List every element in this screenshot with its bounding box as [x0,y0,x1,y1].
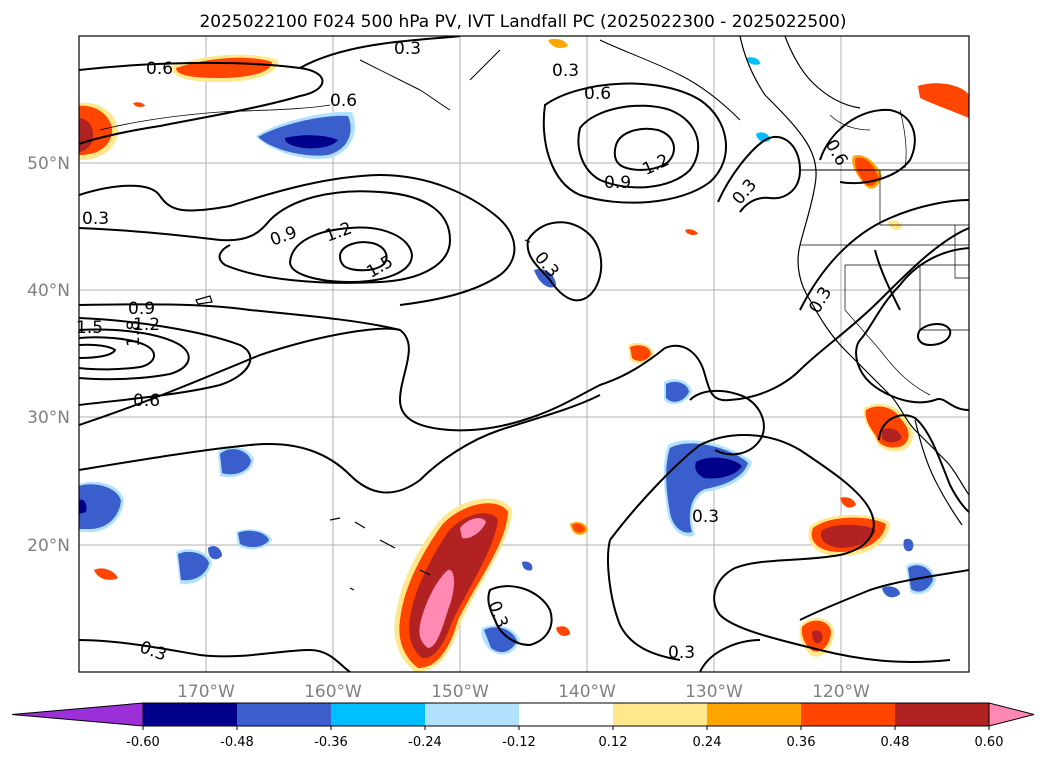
colorbar-bin [613,703,707,726]
colorbar-bin [425,703,519,726]
lon-tick-label: 150°W [431,682,489,702]
positive-anomalies [79,38,969,672]
coastlines [99,36,969,591]
colorbar-extend-high [988,702,1035,727]
latitude-labels: 50°N 40°N 30°N 20°N [27,154,70,556]
lon-tick-label: 140°W [558,682,616,702]
lat-tick-label: 20°N [27,536,70,556]
lat-tick-label: 50°N [27,154,70,174]
colorbar-bin [331,703,425,726]
colorbar-bin [519,703,613,726]
contour-label: 0.9 [604,173,631,193]
colorbar-bin [707,703,801,726]
colorbar-tick-label: -0.36 [314,735,348,750]
contour-label: 0.3 [552,61,579,81]
colorbar-tick-label: 0.60 [975,735,1004,750]
colorbar-tick-label: 0.24 [693,735,722,750]
map-panel [79,36,969,672]
lon-tick-label: 160°W [304,682,362,702]
lon-tick-label: 170°W [177,682,235,702]
colorbar-tick-label: 0.12 [599,735,628,750]
negative-anomalies [79,57,936,655]
colorbar-tick-label: 0.36 [787,735,816,750]
lat-tick-label: 30°N [27,408,70,428]
contour-label: 0.3 [82,209,109,229]
colorbar: -0.60 -0.48 -0.36 -0.24 -0.12 0.12 0.24 0.36 0.4… [11,702,1035,750]
colorbar-bin [895,703,989,726]
lat-tick-label: 40°N [27,281,70,301]
contour-label: 1.8 [124,320,144,347]
contour-label: 1.2 [133,315,160,335]
contour-label: 0.3 [668,643,695,663]
contour-label: 0.6 [133,391,160,411]
contour-label: 0.9 [128,299,155,319]
colorbar-extend-low [11,702,144,727]
colorbar-tick-label: -0.60 [126,735,160,750]
colorbar-bin [237,703,331,726]
contour-label: 0.6 [584,84,611,104]
map-title: 2025022100 F024 500 hPa PV, IVT Landfall… [199,12,846,32]
map-frame [78,35,970,673]
longitude-labels: 170°W 160°W 150°W 140°W 130°W 120°W [177,682,870,702]
lon-tick-label: 130°W [685,682,743,702]
colorbar-bin [801,703,895,726]
pv-contours [79,36,969,672]
contour-label: 0.3 [394,39,421,59]
colorbar-tick-label: 0.48 [881,735,910,750]
contour-label: 1.5 [76,318,103,338]
contour-label: 0.6 [146,59,173,79]
contour-label: 0.3 [692,507,719,527]
colorbar-frame [142,702,990,727]
colorbar-bin [143,703,237,726]
colorbar-tick-label: -0.48 [220,735,254,750]
lon-tick-label: 120°W [812,682,870,702]
contour-label: 0.6 [330,91,357,111]
colorbar-tick-label: -0.24 [408,735,442,750]
colorbar-tick-label: -0.12 [502,735,536,750]
